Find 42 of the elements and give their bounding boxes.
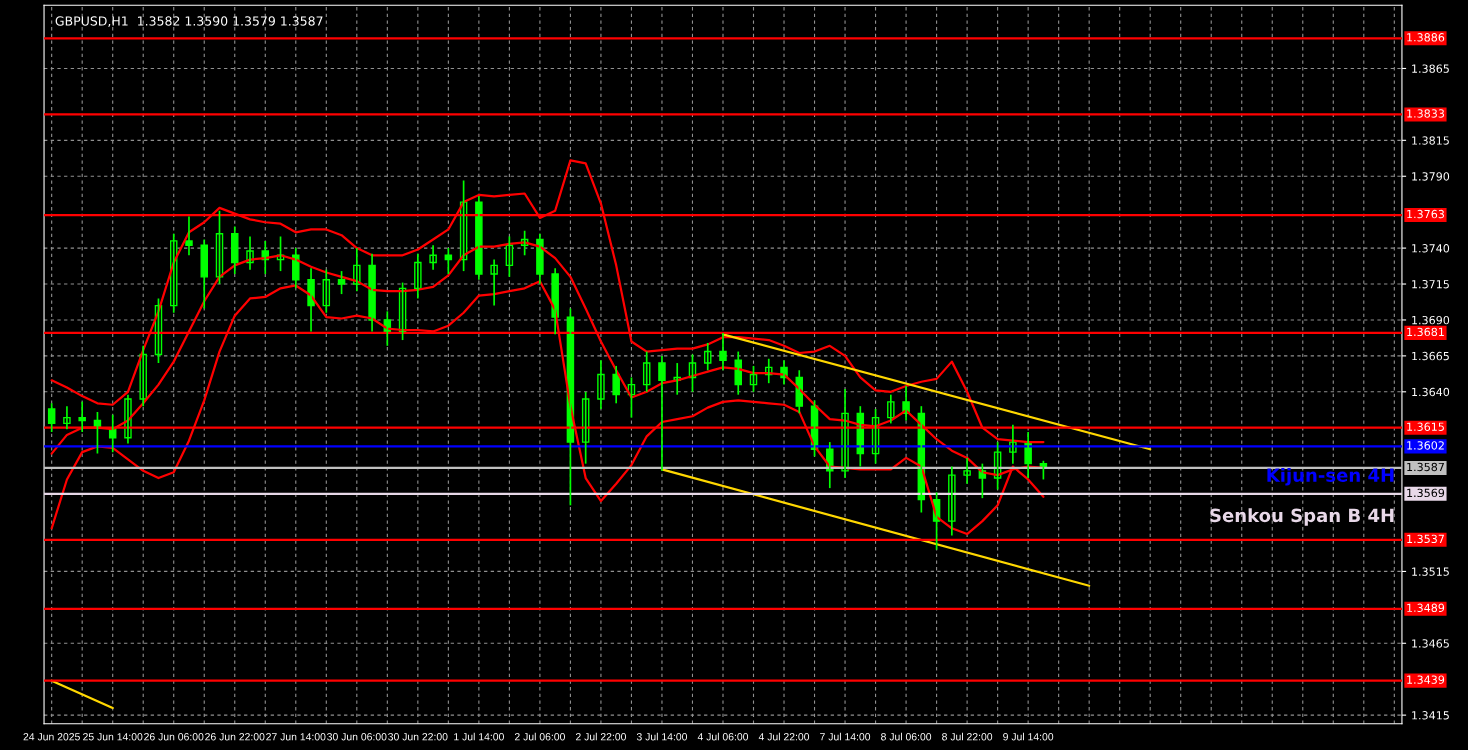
y-tick-label: 1.3790 [1412, 172, 1450, 181]
y-tick-label: 1.3465 [1412, 639, 1449, 648]
y-tick-label: 1.3415 [1412, 711, 1449, 720]
ref-line-label: 1.3681 [1407, 327, 1444, 337]
ref-line-label: 1.3615 [1407, 422, 1444, 431]
y-tick-label: 1.3865 [1412, 64, 1449, 73]
x-tick-label: 9 Jul 14:00 [1003, 732, 1054, 741]
x-tick-label: 4 Jul 06:00 [697, 732, 749, 741]
x-tick-label: 4 Jul 22:00 [758, 732, 810, 741]
ref-line-label: 1.3833 [1407, 109, 1444, 118]
x-tick-label: 26 Jun 22:00 [205, 733, 265, 741]
ref-line-label: 1.3439 [1407, 675, 1445, 684]
y-tick-label: 1.3715 [1412, 280, 1449, 289]
ref-line-label: 1.3763 [1407, 209, 1444, 219]
y-tick-label: 1.3640 [1412, 387, 1450, 397]
x-tick-label: 27 Jun 14:00 [266, 733, 326, 741]
ref-line-label: 1.3587 [1407, 462, 1444, 472]
y-tick-label: 1.3665 [1412, 351, 1449, 361]
y-tick-label: 1.3690 [1412, 315, 1450, 325]
ref-line-label: 1.3886 [1407, 33, 1445, 42]
ref-line-label: 1.3602 [1407, 441, 1444, 450]
x-tick-label: 8 Jul 22:00 [942, 732, 993, 741]
ref-line-label: 1.3489 [1407, 603, 1445, 613]
x-tick-label: 1 Jul 14:00 [454, 732, 504, 741]
x-tick-label: 2 Jul 06:00 [514, 732, 565, 741]
ref-line-label: 1.3537 [1407, 534, 1444, 544]
x-tick-label: 8 Jul 06:00 [881, 732, 932, 741]
y-tick-label: 1.3815 [1412, 136, 1449, 145]
x-tick-label: 30 Jun 06:00 [327, 733, 387, 741]
x-tick-label: 25 Jun 14:00 [83, 733, 143, 741]
annotation: Kijun-sen 4H [1267, 467, 1394, 486]
annotation: Senkou Span B 4H [1210, 508, 1394, 526]
x-tick-label: 2 Jul 22:00 [575, 732, 627, 741]
x-tick-label: 24 Jun 2025 [23, 733, 80, 741]
y-tick-label: 1.3740 [1412, 244, 1450, 253]
text: GBPUSD,H1 1.3582 1.3590 1.3579 1.3587 [55, 16, 323, 27]
x-tick-label: 7 Jul 14:00 [820, 732, 871, 741]
ref-line-label: 1.3569 [1407, 488, 1445, 498]
x-tick-label: 3 Jul 14:00 [636, 732, 688, 741]
x-tick-label: 26 Jun 06:00 [144, 733, 204, 741]
y-tick-label: 1.3515 [1412, 567, 1449, 576]
x-tick-label: 30 Jun 22:00 [388, 733, 448, 741]
